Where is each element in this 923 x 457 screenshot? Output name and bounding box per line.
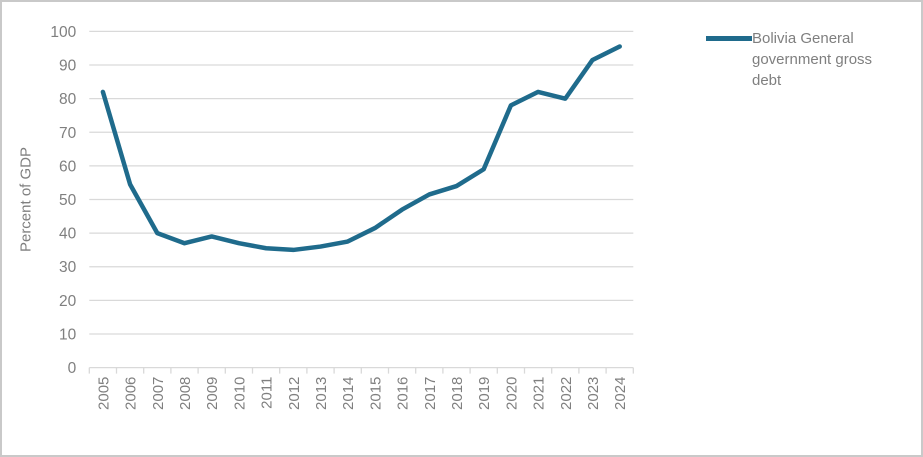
x-axis-tick-label: 2022: [558, 377, 575, 410]
x-axis-tick-label: 2024: [612, 377, 629, 410]
x-axis-tick-label: 2009: [204, 377, 221, 410]
series-line-bolivia-government-gross-debt: [100, 44, 622, 253]
x-axis-tick-label: 2021: [531, 377, 548, 410]
y-axis-tick-label: 50: [59, 192, 77, 209]
y-axis-tick-label: 20: [59, 293, 77, 310]
x-axis-tick-label: 2012: [286, 377, 303, 410]
x-axis-tick-label: 2019: [476, 377, 493, 410]
y-axis-tick-label: 70: [59, 125, 77, 142]
y-axis-tick-label: 40: [59, 226, 77, 243]
y-axis-tick-label: 30: [59, 259, 77, 276]
x-axis-tick-label: 2006: [123, 377, 140, 410]
x-axis-tick-label: 2023: [585, 377, 602, 410]
x-axis-tick-label: 2020: [503, 377, 520, 410]
x-axis-tick-label: 2018: [449, 377, 466, 410]
x-axis-tick-label: 2016: [395, 377, 412, 410]
y-axis-tick-label: 0: [68, 360, 77, 377]
y-axis-title: Percent of GDP: [17, 146, 35, 253]
x-axis-tick-label: 2008: [177, 377, 194, 410]
x-axis-tick-label: 2013: [313, 377, 330, 410]
legend-label: Bolivia General government gross debt: [752, 30, 873, 89]
y-axis-tick-label: 90: [59, 58, 77, 75]
x-axis-tick-label: 2010: [231, 377, 248, 410]
x-axis-tick-label: 2015: [367, 377, 384, 410]
x-axis-tick-label: 2014: [340, 377, 357, 410]
legend: Bolivia General government gross debt: [706, 28, 886, 91]
x-axis-tick-label: 2017: [422, 377, 439, 410]
y-axis-tick-label: 10: [59, 326, 77, 343]
y-axis-tick-label: 100: [50, 24, 76, 41]
legend-line-marker: [706, 36, 752, 41]
x-axis-tick-label: 2007: [150, 377, 167, 410]
x-axis-tick-label: 2011: [259, 377, 276, 409]
y-axis-tick-label: 80: [59, 91, 77, 108]
x-axis-tick-label: 2005: [95, 377, 112, 410]
y-axis-tick-label: 60: [59, 158, 77, 175]
